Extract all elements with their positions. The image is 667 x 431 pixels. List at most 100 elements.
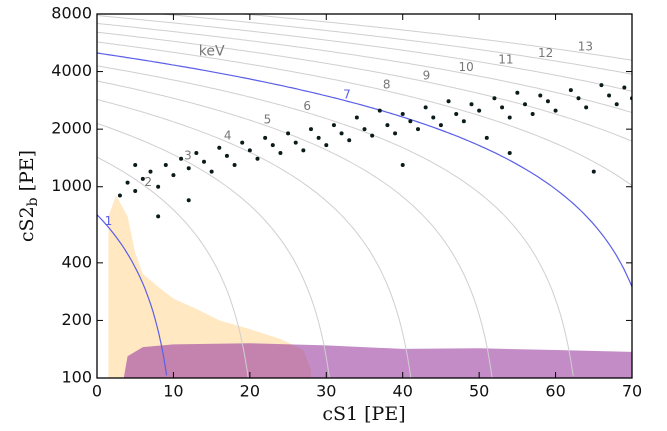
data-point: [622, 85, 627, 90]
data-point: [568, 88, 573, 93]
energy-contour: [97, 214, 168, 376]
data-point: [530, 112, 535, 117]
data-point: [438, 123, 443, 128]
x-tick-label: 0: [92, 382, 102, 401]
x-tick-label: 60: [545, 382, 565, 401]
data-point: [545, 99, 550, 104]
data-point: [156, 184, 161, 189]
contour-unit: keV: [199, 43, 225, 59]
data-point: [232, 162, 237, 167]
data-point: [324, 143, 329, 148]
contour-label: 12: [538, 46, 553, 60]
data-point: [431, 115, 436, 120]
y-tick-label: 4000: [51, 61, 92, 80]
energy-contour: [97, 22, 632, 113]
data-point: [163, 162, 168, 167]
data-point: [309, 127, 313, 132]
data-point: [591, 169, 596, 174]
x-tick-label: 50: [469, 382, 489, 401]
data-point: [469, 102, 474, 107]
contour-label: 6: [303, 99, 311, 113]
data-point: [217, 145, 222, 150]
y-tick-label: 1000: [51, 176, 92, 195]
data-point: [614, 102, 619, 107]
data-point: [186, 166, 191, 171]
contour-label: 4: [224, 129, 232, 143]
data-point: [301, 148, 306, 153]
data-point: [278, 151, 283, 156]
energy-contour: [97, 99, 412, 378]
y-tick-label: 400: [61, 252, 92, 271]
contour-label: 5: [264, 113, 272, 127]
y-tick-label: 2000: [51, 119, 92, 138]
x-tick-label: 10: [163, 382, 183, 401]
energy-contour: [156, 14, 632, 75]
energy-contour: [97, 65, 574, 376]
data-point: [538, 93, 543, 98]
data-point: [377, 108, 382, 113]
data-point: [331, 123, 336, 128]
data-point: [515, 90, 520, 95]
data-point: [523, 102, 527, 107]
data-point: [400, 162, 405, 167]
data-point: [240, 140, 245, 145]
data-point: [454, 112, 459, 117]
data-point: [209, 169, 214, 174]
data-point: [461, 119, 466, 124]
contour-label: 8: [383, 77, 391, 91]
data-point: [607, 93, 612, 98]
contour-label: 3: [184, 149, 192, 163]
data-point: [584, 105, 589, 110]
data-point: [270, 143, 275, 148]
y-tick-label: 8000: [51, 4, 92, 23]
y-label-sub: b: [25, 197, 41, 206]
energy-contour: [97, 156, 249, 378]
contour-label: 10: [459, 60, 474, 74]
data-point: [339, 131, 344, 136]
data-point: [507, 115, 512, 120]
data-point: [286, 131, 291, 136]
data-point: [599, 83, 604, 88]
energy-contour: [97, 41, 632, 187]
data-point: [400, 112, 405, 117]
y-label-unit: [PE]: [16, 150, 38, 191]
energy-contour: [97, 52, 632, 287]
data-point: [117, 193, 122, 198]
y-tick-label: 200: [61, 310, 92, 329]
data-point: [316, 135, 321, 140]
x-axis-label: cS1 [PE]: [322, 403, 405, 425]
contour-label: 13: [578, 40, 593, 54]
data-point: [484, 135, 489, 140]
data-point: [194, 151, 199, 156]
data-point: [500, 105, 505, 110]
contour-label: 1: [105, 214, 113, 228]
data-point: [148, 169, 153, 174]
data-point: [416, 127, 420, 132]
data-point: [247, 148, 252, 153]
data-point: [179, 156, 184, 161]
energy-contour: [97, 122, 330, 378]
x-tick-label: 30: [316, 382, 336, 401]
data-point: [186, 198, 191, 203]
data-point: [362, 127, 367, 132]
axes-frame: [96, 13, 633, 379]
energy-contour: [97, 31, 632, 142]
data-point: [446, 99, 451, 104]
data-point: [224, 153, 229, 158]
y-axis-label: cS2b [PE]: [16, 150, 41, 242]
y-label-main: cS2: [16, 206, 38, 242]
energy-contour: [237, 14, 632, 61]
data-point: [293, 140, 298, 145]
contour-label: 2: [144, 175, 152, 189]
data-point: [576, 96, 581, 101]
region: [123, 343, 632, 378]
data-point: [507, 151, 512, 156]
data-point: [133, 162, 138, 167]
data-point: [477, 108, 482, 113]
data-point: [255, 156, 260, 161]
x-tick-label: 40: [393, 382, 413, 401]
plot-area: [97, 14, 632, 378]
data-point: [202, 159, 206, 164]
data-point: [492, 96, 497, 101]
data-point: [385, 123, 390, 128]
